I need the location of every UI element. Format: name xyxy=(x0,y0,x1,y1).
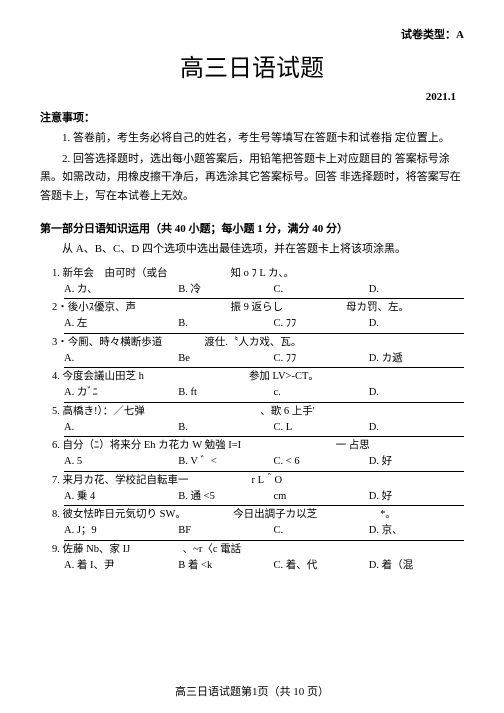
option: D. カ遞 xyxy=(369,351,464,367)
option: A. xyxy=(64,351,178,367)
option: C. xyxy=(274,523,369,539)
option: D. 着（混 xyxy=(369,558,464,574)
page-title: 高三日语试题 xyxy=(40,48,464,83)
option: A. 5 xyxy=(64,454,178,470)
question-text: 8. 彼女怯昨日元気切り SW。 今日出調子カ以芝 *。 xyxy=(52,507,464,523)
question-text: 5. 高橋き!）：／七弹 、歌 6 上手' xyxy=(52,404,464,420)
question-text: 7. 来月カ花、学校記自転車一 r L＾O xyxy=(52,473,464,489)
option-row: A.BeC. ﾌﾌD. カ遞 xyxy=(64,351,464,369)
question-text: 1. 新年会 由可时（或台 知 o ﾌ L カ、。 xyxy=(52,266,464,282)
paper-type: 试卷类型：A xyxy=(401,26,464,42)
option: D. 好 xyxy=(369,454,464,470)
option-row: A. カﾞﾆB. ftc.D. xyxy=(64,385,464,403)
option: C. xyxy=(274,282,369,298)
option: C. L xyxy=(274,420,369,436)
option: B 着 <k xyxy=(178,558,273,574)
option: C. ﾌﾌ xyxy=(274,316,369,332)
option: A. xyxy=(64,420,178,436)
option: c. xyxy=(274,385,369,401)
option-row: A.B.C. LD. xyxy=(64,420,464,438)
exam-date: 2021.1 xyxy=(40,91,456,103)
option: A. カﾞﾆ xyxy=(64,385,178,401)
notice-p1: 1. 答卷前，考生务必将自己的姓名，考生号等填写在答题卡和试卷指 定位置上。 xyxy=(40,129,464,148)
part1-title: 第一部分日语知识运用（共 40 小题；每小题 1 分，满分 40 分） xyxy=(40,220,464,236)
question-text: 4. 今度会議山田芝 h 参加 LV>-CT。 xyxy=(52,369,464,385)
option-row: A. 5B. V ゛<C. < 6D. 好 xyxy=(64,454,464,472)
option: A. カ、 xyxy=(64,282,178,298)
option-row: A. J；9BFC.D. 京、 xyxy=(64,523,464,541)
option: B. V ゛< xyxy=(178,454,273,470)
question-text: 9. 佐藤 Nb、家 IJ 、~r〈c 電話 xyxy=(52,542,464,558)
option: A. 乗 4 xyxy=(64,489,178,505)
option: C. ﾌﾌ xyxy=(274,351,369,367)
option: D. xyxy=(369,282,464,298)
option: B. 冷 xyxy=(178,282,273,298)
option-row: A. 乗 4B. 通 <5cmD. 好 xyxy=(64,489,464,507)
option: D. 好 xyxy=(369,489,464,505)
option: A. J；9 xyxy=(64,523,178,539)
option: A. 着 I、尹 xyxy=(64,558,178,574)
option: B. ft xyxy=(178,385,273,401)
option: B. xyxy=(178,420,273,436)
option: BF xyxy=(178,523,273,539)
option: B. xyxy=(178,316,273,332)
notice-p2: 2. 回答选择题时，选出每小题答案后，用铅笔把答题卡上对应题目的 答案标号涂黑。… xyxy=(40,150,464,206)
option: B. 通 <5 xyxy=(178,489,273,505)
option: A. 左 xyxy=(64,316,178,332)
option: Be xyxy=(178,351,273,367)
question-text: 3・今厠、時々横断歩道 渡仕.〝人カ戏、瓦。 xyxy=(52,335,464,351)
option: D. xyxy=(369,316,464,332)
option-row: A. カ、B. 冷C.D. xyxy=(64,282,464,300)
option: C. 着、代 xyxy=(274,558,369,574)
notice-heading: 注意事项： xyxy=(40,109,464,125)
question-text: 6. 自分（ﾆ）将来分 Eh カ花カ W 勉強 I=I 一 占思 xyxy=(52,438,464,454)
option: D. 京、 xyxy=(369,523,464,539)
page-footer: 高三日语试题第1页（共 10 页） xyxy=(0,683,504,699)
question-text: 2・後小ｽ優京、声 振 9 返らし 母カ罚、左。 xyxy=(52,300,464,316)
option: D. xyxy=(369,385,464,401)
option: C. < 6 xyxy=(274,454,369,470)
part1-instr: 从 A、B、C、D 四个选项中选出最佳选项，并在答题卡上将该项涂黑。 xyxy=(40,240,464,256)
option: cm xyxy=(274,489,369,505)
option-row: A. 着 I、尹B 着 <kC. 着、代D. 着（混 xyxy=(64,558,464,575)
option-row: A. 左B.C. ﾌﾌD. xyxy=(64,316,464,334)
option: D. xyxy=(369,420,464,436)
